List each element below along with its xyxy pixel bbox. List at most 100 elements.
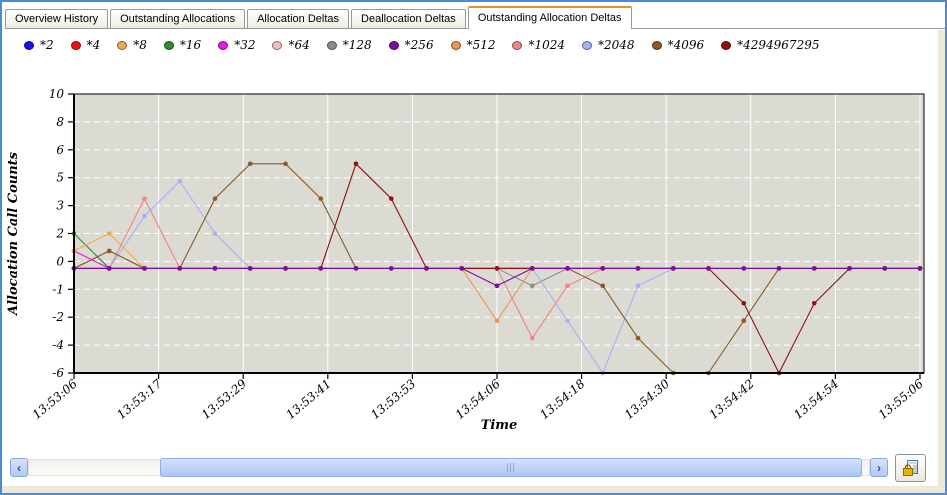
scrollbar-thumb[interactable] bbox=[160, 458, 862, 477]
tab-outstanding-allocations[interactable]: Outstanding Allocations bbox=[110, 9, 246, 28]
data-point-256 bbox=[776, 266, 782, 271]
legend-dot-icon bbox=[326, 40, 337, 50]
x-tick-label: 13:54:18 bbox=[537, 376, 588, 422]
right-margin-strip bbox=[938, 30, 945, 493]
legend-item-4: *4 bbox=[70, 38, 100, 52]
data-point-2048 bbox=[565, 318, 570, 323]
lock-view-button[interactable] bbox=[895, 454, 926, 482]
legend-label: *256 bbox=[404, 38, 434, 52]
data-point-256 bbox=[635, 266, 641, 271]
y-tick-label: -6 bbox=[52, 366, 64, 380]
tab-outstanding-allocation-deltas[interactable]: Outstanding Allocation Deltas bbox=[467, 6, 632, 29]
scroll-right-button[interactable]: › bbox=[870, 458, 888, 477]
legend-dot-icon bbox=[388, 40, 399, 50]
legend-label: *16 bbox=[179, 38, 202, 52]
data-point-256 bbox=[388, 266, 394, 271]
legend-dot-icon bbox=[163, 40, 174, 50]
data-point-2048 bbox=[635, 283, 641, 289]
data-point-1024 bbox=[142, 196, 147, 201]
x-axis-title: Time bbox=[481, 418, 518, 433]
y-tick-label: -1 bbox=[52, 282, 64, 296]
data-point-4096 bbox=[318, 196, 324, 201]
chart-canvas[interactable]: 13:53:06 13:53:17 13:53:29 13:53:41 13:53:53… bbox=[2, 58, 943, 458]
legend-dot-icon bbox=[117, 40, 128, 50]
x-tick-label: 13:53:06 bbox=[30, 376, 81, 422]
legend-label: *2048 bbox=[598, 38, 635, 52]
chart-legend: *2 *4 *8 *16 *32 *64 *128 *256 *512 *1024 *2048 *40… bbox=[24, 38, 819, 52]
data-point-4096 bbox=[635, 335, 641, 341]
legend-label: *4294967295 bbox=[737, 38, 820, 52]
y-tick-label: 6 bbox=[56, 143, 64, 157]
data-point-2048 bbox=[212, 231, 218, 236]
data-point-256 bbox=[283, 266, 288, 271]
legend-item-2048: *2048 bbox=[582, 38, 635, 52]
tab-allocation-deltas[interactable]: Allocation Deltas bbox=[247, 9, 350, 28]
data-point-256 bbox=[353, 266, 359, 271]
legend-item-32: *32 bbox=[218, 38, 255, 52]
data-point-4294967295 bbox=[811, 300, 817, 306]
data-point-128 bbox=[529, 283, 535, 289]
legend-label: *4096 bbox=[667, 38, 705, 52]
legend-label: *1024 bbox=[528, 38, 566, 52]
data-point-256 bbox=[494, 283, 500, 289]
legend-label: *128 bbox=[342, 38, 372, 52]
legend-item-128: *128 bbox=[326, 38, 372, 52]
padlock-panel-icon bbox=[902, 460, 918, 476]
data-point-4096 bbox=[600, 283, 606, 289]
data-point-256 bbox=[565, 266, 570, 271]
legend-dot-icon bbox=[24, 40, 34, 50]
x-tick-label: 13:54:06 bbox=[453, 376, 504, 422]
y-tick-label: -2 bbox=[52, 310, 64, 324]
legend-label: *8 bbox=[133, 38, 147, 52]
data-point-4096 bbox=[247, 161, 253, 167]
x-tick-label: 13:55:06 bbox=[876, 376, 927, 422]
legend-dot-icon bbox=[450, 40, 461, 50]
data-point-4294967295 bbox=[494, 266, 500, 271]
legend-label: *512 bbox=[466, 38, 496, 52]
y-tick-label: 10 bbox=[49, 87, 65, 101]
horizontal-scrollbar[interactable]: ‹ › bbox=[10, 458, 888, 477]
y-tick-label: 0 bbox=[56, 254, 64, 268]
y-tick-label: 8 bbox=[56, 115, 64, 129]
legend-item-8: *8 bbox=[117, 38, 147, 52]
data-point-1024 bbox=[565, 283, 570, 289]
data-point-256 bbox=[917, 266, 923, 271]
data-point-4294967295 bbox=[353, 161, 359, 167]
data-point-512 bbox=[494, 318, 500, 323]
x-tick-label: 13:54:30 bbox=[622, 376, 673, 422]
chevron-right-icon: › bbox=[877, 460, 881, 475]
data-point-256 bbox=[529, 266, 535, 271]
data-point-256 bbox=[424, 266, 429, 271]
data-point-2048 bbox=[177, 178, 183, 184]
tab-deallocation-deltas[interactable]: Deallocation Deltas bbox=[351, 9, 466, 28]
data-point-4294967295 bbox=[741, 300, 747, 306]
legend-item-64: *64 bbox=[272, 38, 310, 52]
x-tick-label: 13:54:42 bbox=[706, 377, 756, 422]
x-tick-label: 13:53:17 bbox=[114, 376, 165, 422]
data-point-256 bbox=[106, 266, 112, 271]
legend-label: *32 bbox=[234, 38, 256, 52]
y-tick-label: 3 bbox=[56, 199, 64, 213]
legend-dot-icon bbox=[582, 40, 593, 50]
data-point-256 bbox=[811, 266, 817, 271]
y-tick-label: 2 bbox=[55, 227, 64, 241]
scroll-left-button[interactable]: ‹ bbox=[10, 458, 28, 477]
bottom-margin-strip bbox=[2, 486, 945, 493]
legend-dot-icon bbox=[651, 40, 662, 50]
x-tick-label: 13:53:29 bbox=[199, 376, 250, 422]
data-point-256 bbox=[741, 266, 747, 271]
legend-item-16: *16 bbox=[163, 38, 202, 52]
legend-item-4294967295: *4294967295 bbox=[721, 38, 819, 52]
tab-overview-history[interactable]: Overview History bbox=[5, 9, 109, 28]
legend-item-1024: *1024 bbox=[512, 38, 565, 52]
x-tick-label: 13:53:41 bbox=[283, 377, 333, 422]
data-point-4096 bbox=[212, 196, 218, 201]
data-point-1024 bbox=[529, 335, 535, 341]
data-point-4096 bbox=[283, 161, 288, 167]
data-point-256 bbox=[212, 266, 218, 271]
data-point-2048 bbox=[142, 213, 147, 219]
data-point-256 bbox=[318, 266, 324, 271]
data-point-256 bbox=[706, 266, 711, 271]
data-point-256 bbox=[459, 266, 465, 271]
data-point-256 bbox=[177, 266, 183, 271]
